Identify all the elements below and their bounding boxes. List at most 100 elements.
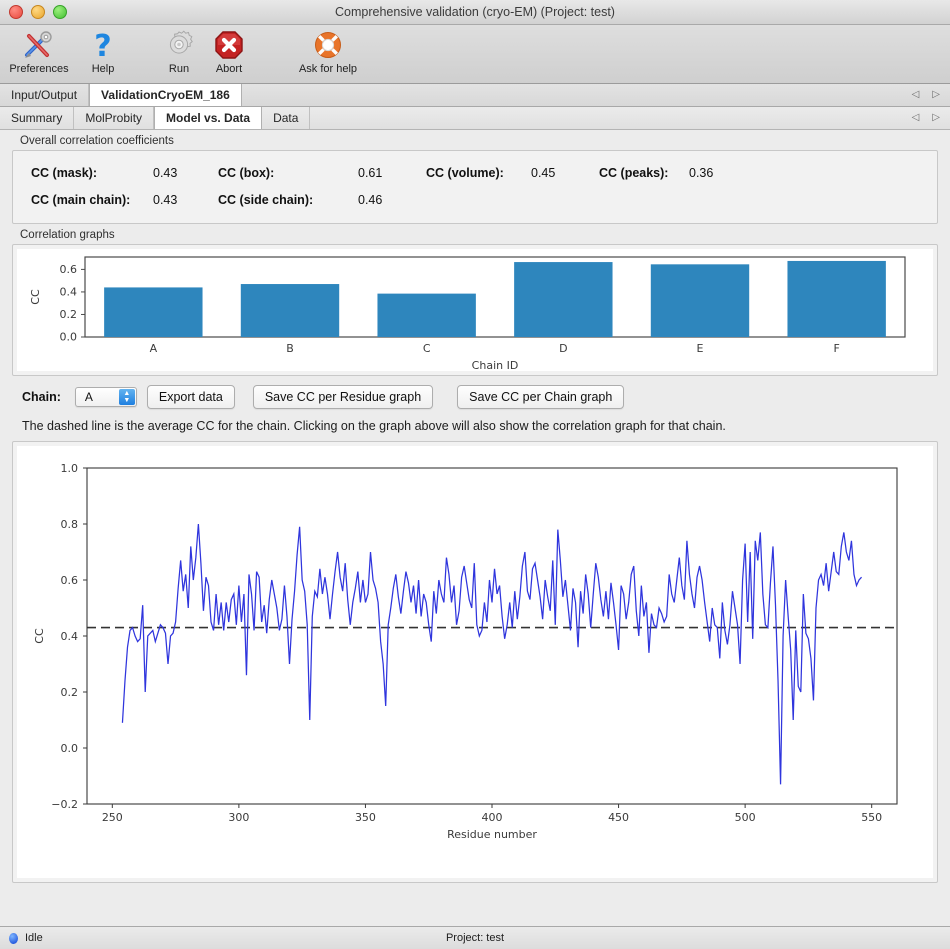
line-x-axis-label: Residue number [447,828,537,841]
ask-for-help-label: Ask for help [298,63,358,75]
chevron-left-icon[interactable]: ◁ [911,112,920,123]
line-y-tick-label: 0.4 [61,630,79,643]
tab-validationcryoem-label: ValidationCryoEM_186 [101,88,230,102]
bar-x-tick-label: C [423,342,431,355]
bar-x-tick-label: D [559,342,567,355]
window-controls [0,5,67,19]
minimize-button[interactable] [31,5,45,19]
overall-cc-group-label: Overall correlation coefficients [20,135,174,147]
bar-y-tick-label: 0.0 [60,331,78,344]
help-label: Help [91,63,115,75]
save-cc-per-residue-label: Save CC per Residue graph [264,390,422,404]
zoom-button[interactable] [53,5,67,19]
sub-tabbar-scroll: ◁ ▷ [912,107,946,129]
status-project-text: Project: test [445,932,505,944]
tab-molprobity[interactable]: MolProbity [74,107,155,129]
tab-summary-label: Summary [11,111,63,125]
line-x-tick-label: 250 [102,811,123,824]
bar-D[interactable] [514,262,613,337]
cc-side-chain-label: CC (side chain): [218,192,314,207]
abort-label: Abort [215,63,243,75]
line-y-tick-label: 0.8 [61,518,79,531]
window-title: Comprehensive validation (cryo-EM) (Proj… [335,5,615,19]
tools-icon [22,28,56,62]
cc-peaks-label: CC (peaks): [599,165,669,180]
export-data-button[interactable]: Export data [146,385,235,409]
tab-summary[interactable]: Summary [0,107,75,129]
bar-y-tick-label: 0.6 [60,263,78,276]
bar-x-tick-label: B [286,342,294,355]
chevron-left-icon[interactable]: ◁ [911,89,920,100]
cc-mask-value: 0.43 [153,165,178,180]
chain-select[interactable]: A ▲ ▼ [74,387,137,407]
cc-main-chain-value: 0.43 [153,192,178,207]
tab-molprobity-label: MolProbity [85,111,143,125]
overall-cc-row: CC (mask): 0.43 CC (box): 0.61 CC (volum… [13,159,937,186]
line-x-tick-label: 450 [608,811,629,824]
line-x-tick-label: 500 [735,811,756,824]
chain-select-value: A [84,390,93,404]
bar-F[interactable] [787,260,886,337]
preferences-button[interactable]: Preferences [0,25,78,75]
bar-E[interactable] [650,264,750,337]
top-tabbar: Input/Output ValidationCryoEM_186 ◁ ▷ [0,84,950,107]
status-led-icon [9,932,18,944]
cc-per-residue-line-chart[interactable]: −0.2 0.0 0.2 0.4 0.6 0.8 1.0 250 300 350 400 450 500… [17,446,915,878]
cc-per-residue-series [121,523,863,785]
lifebuoy-icon [312,28,344,62]
cc-peaks-value: 0.36 [689,165,714,180]
overall-cc-panel: CC (mask): 0.43 CC (box): 0.61 CC (volum… [12,150,938,224]
gear-icon [163,28,195,62]
overall-cc-row: CC (main chain): 0.43 CC (side chain): 0… [13,186,937,213]
bar-x-axis-label: Chain ID [472,359,519,371]
line-plot-frame [86,467,898,805]
tab-model-vs-data-label: Model vs. Data [166,111,251,125]
cc-per-residue-panel[interactable]: −0.2 0.0 0.2 0.4 0.6 0.8 1.0 250 300 350 400 450 500… [12,441,938,883]
tab-data-label: Data [273,111,299,125]
ask-for-help-button[interactable]: Ask for help [280,25,376,75]
save-cc-per-chain-graph-button[interactable]: Save CC per Chain graph [457,385,625,409]
save-cc-per-chain-label: Save CC per Chain graph [469,390,613,404]
chevron-right-icon[interactable]: ▷ [932,112,940,123]
bar-x-tick-label: E [697,342,704,355]
close-button[interactable] [9,5,23,19]
bar-C[interactable] [377,293,476,337]
save-cc-per-residue-graph-button[interactable]: Save CC per Residue graph [252,385,434,409]
line-y-tick-label: 0.6 [61,574,79,587]
bar-x-tick-label: F [834,342,840,355]
stop-x-icon [213,28,245,62]
tab-input-output-label: Input/Output [11,88,78,102]
tab-validationcryoem[interactable]: ValidationCryoEM_186 [89,84,242,106]
sub-tabbar: Summary MolProbity Model vs. Data Data ◁… [0,107,950,130]
bar-y-tick-label: 0.4 [60,286,78,299]
chain-bar-chart-panel[interactable]: 0.0 0.2 0.4 0.6 CC A B C D E F Chain ID [12,244,938,376]
correlation-graphs-group-label: Correlation graphs [20,229,115,241]
bar-A[interactable] [104,287,203,337]
abort-button[interactable]: Abort [204,25,254,75]
cc-mask-label: CC (mask): [31,165,97,180]
run-button[interactable]: Run [154,25,204,75]
top-tabbar-scroll: ◁ ▷ [912,84,946,106]
chevron-right-icon[interactable]: ▷ [932,89,940,100]
tab-input-output[interactable]: Input/Output [0,84,90,106]
run-label: Run [168,63,190,75]
line-y-tick-label: 0.0 [61,742,79,755]
bar-B[interactable] [240,284,340,337]
line-x-tick-label: 300 [228,811,249,824]
bar-y-axis-label: CC [29,289,42,305]
status-state-text: Idle [25,932,43,944]
cc-box-value: 0.61 [358,165,383,180]
cc-per-chain-bar-chart[interactable]: 0.0 0.2 0.4 0.6 CC A B C D E F Chain ID [17,249,917,371]
help-button[interactable]: ? Help [78,25,128,75]
bar-y-tick-label: 0.2 [60,308,78,321]
chevron-updown-icon[interactable]: ▲ ▼ [118,389,135,405]
bar-plot-frame [84,256,906,338]
overall-cc-grid: CC (mask): 0.43 CC (box): 0.61 CC (volum… [13,151,937,223]
line-x-tick-label: 550 [861,811,882,824]
tab-model-vs-data[interactable]: Model vs. Data [154,107,263,129]
line-x-tick-label: 400 [482,811,503,824]
preferences-label: Preferences [9,63,69,75]
tab-data[interactable]: Data [262,107,311,129]
window-titlebar: Comprehensive validation (cryo-EM) (Proj… [0,0,950,25]
svg-text:?: ? [94,29,111,61]
